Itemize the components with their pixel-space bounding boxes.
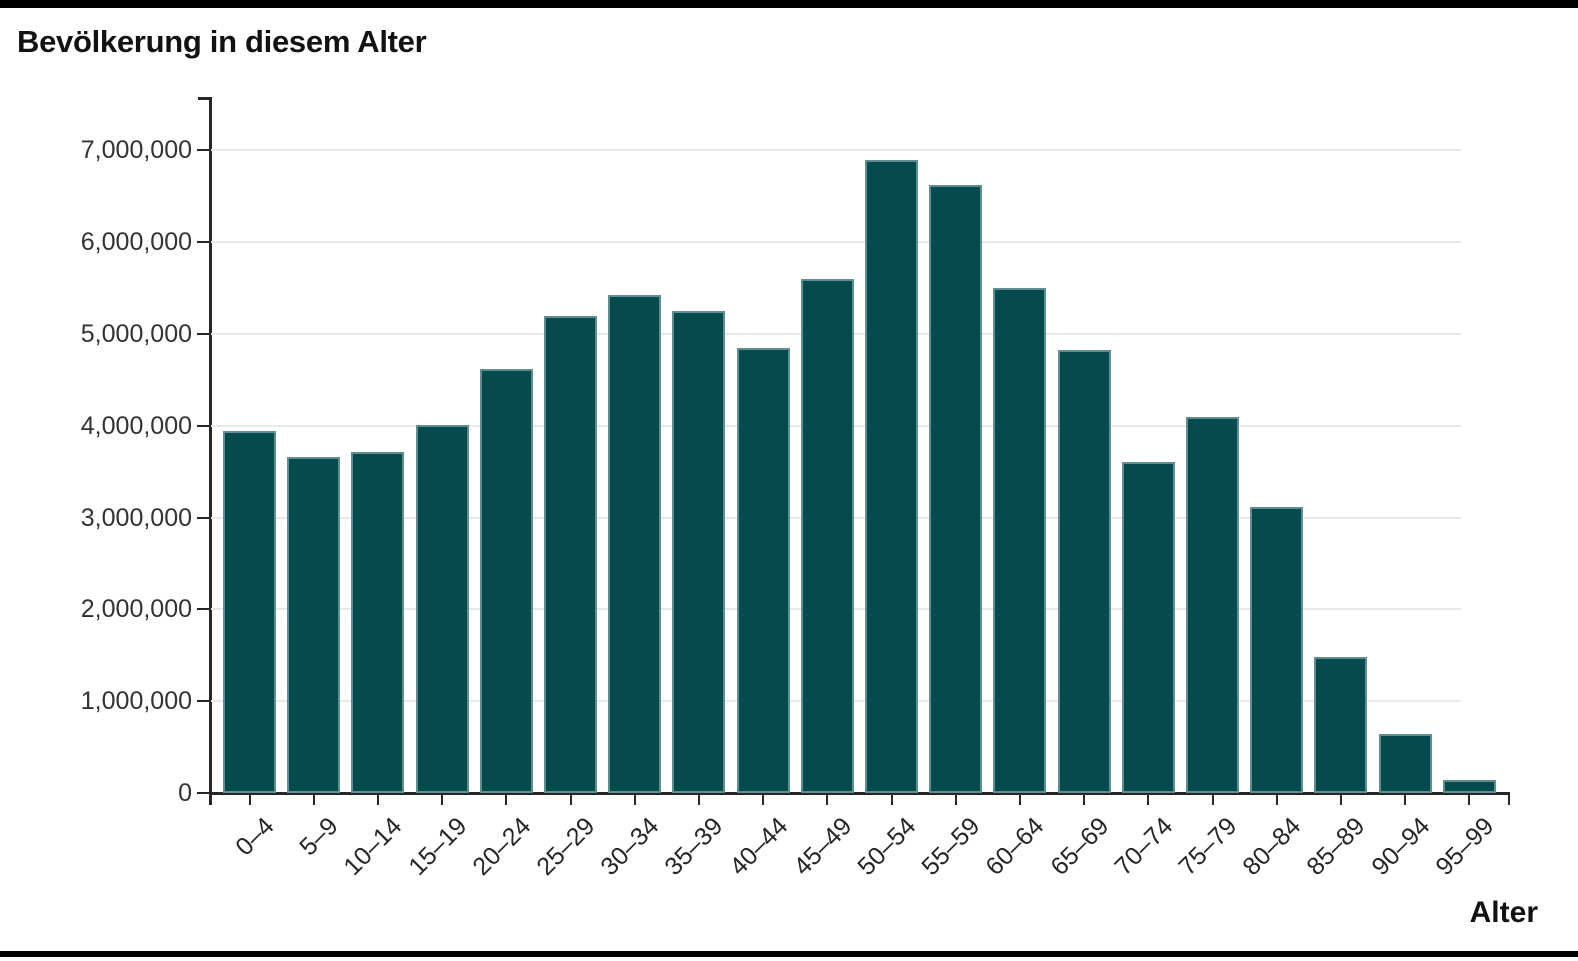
x-tick-label: 55–59 — [916, 812, 986, 881]
x-tick-label: 0–4 — [230, 812, 280, 862]
y-axis-tick — [197, 332, 211, 335]
x-axis-tick — [248, 793, 251, 805]
bar — [479, 368, 533, 793]
x-axis-end-cap — [1508, 793, 1510, 805]
x-axis-tick — [890, 793, 893, 805]
x-tick-label: 70–74 — [1109, 812, 1179, 881]
x-axis-tick — [376, 793, 379, 805]
x-tick-label: 95–99 — [1430, 812, 1500, 881]
x-tick-label: 30–34 — [595, 812, 665, 881]
y-tick-label: 5,000,000 — [80, 319, 192, 348]
x-tick-label: 25–29 — [531, 812, 601, 881]
x-axis-tick — [826, 793, 829, 805]
x-tick-label: 80–84 — [1237, 812, 1307, 881]
x-axis-tick — [569, 793, 572, 805]
y-tick-label: 0 — [178, 779, 192, 807]
x-tick-label: 15–19 — [402, 812, 472, 881]
chart-title: Bevölkerung in diesem Alter — [17, 24, 427, 59]
bar — [1378, 734, 1432, 793]
y-axis-tick — [197, 516, 211, 519]
x-axis-title: Alter — [1469, 896, 1538, 929]
bar — [608, 295, 662, 793]
x-tick-label: 20–24 — [467, 812, 537, 881]
x-axis-tick — [312, 793, 315, 805]
x-axis-tick — [633, 793, 636, 805]
y-gridline — [211, 149, 1461, 152]
x-axis-tick — [762, 793, 765, 805]
bar — [736, 347, 790, 793]
bar — [865, 160, 918, 793]
x-tick-label: 35–39 — [659, 812, 729, 881]
x-axis-tick — [1339, 793, 1342, 805]
bar — [415, 424, 469, 793]
x-tick-label: 65–69 — [1044, 812, 1114, 881]
bar — [800, 278, 854, 793]
y-gridline — [211, 241, 1461, 244]
bar — [1442, 780, 1496, 793]
bottom-rule — [0, 951, 1578, 957]
bar — [544, 315, 597, 793]
bar — [1250, 506, 1304, 793]
y-tick-label: 7,000,000 — [80, 136, 192, 165]
x-axis-tick — [1083, 793, 1086, 805]
y-axis-tick — [197, 608, 211, 611]
x-tick-label: 10–14 — [338, 812, 408, 881]
x-axis-tick — [1275, 793, 1278, 805]
x-axis-tick — [441, 793, 444, 805]
y-axis-tick — [197, 149, 211, 152]
x-tick-label: 85–89 — [1301, 812, 1371, 881]
y-axis-tick — [197, 241, 211, 244]
x-axis-tick — [1018, 793, 1021, 805]
bar — [993, 288, 1047, 793]
y-axis-line — [209, 97, 212, 805]
x-tick-label: 5–9 — [294, 812, 344, 862]
bar — [1057, 350, 1111, 793]
y-axis-end-cap — [198, 97, 212, 100]
x-axis-tick — [1147, 793, 1150, 805]
y-tick-label: 6,000,000 — [80, 228, 192, 257]
bar — [351, 452, 405, 793]
bar — [223, 431, 276, 793]
y-tick-label: 4,000,000 — [80, 411, 192, 440]
x-tick-label: 90–94 — [1365, 812, 1435, 881]
bar — [929, 185, 983, 793]
bar — [287, 456, 341, 793]
x-axis-tick — [1404, 793, 1407, 805]
x-axis-line — [209, 792, 1510, 795]
bar — [1186, 416, 1239, 793]
x-axis-tick — [505, 793, 508, 805]
top-rule — [0, 0, 1578, 8]
y-tick-label: 2,000,000 — [80, 595, 192, 624]
x-axis-tick — [1468, 793, 1471, 805]
bar — [1314, 657, 1368, 793]
y-axis-tick — [197, 424, 211, 427]
x-tick-label: 50–54 — [852, 812, 922, 881]
y-tick-label: 3,000,000 — [80, 503, 192, 532]
x-axis-tick — [954, 793, 957, 805]
bar — [672, 310, 726, 793]
x-tick-label: 40–44 — [723, 812, 793, 881]
bar — [1121, 461, 1175, 793]
x-axis-tick — [697, 793, 700, 805]
x-tick-label: 60–64 — [980, 812, 1050, 881]
x-axis-tick — [1211, 793, 1214, 805]
x-tick-label: 75–79 — [1173, 812, 1243, 881]
y-axis-tick — [197, 792, 211, 794]
y-axis-tick — [197, 700, 211, 703]
x-tick-label: 45–49 — [788, 812, 858, 881]
y-tick-label: 1,000,000 — [80, 687, 192, 716]
